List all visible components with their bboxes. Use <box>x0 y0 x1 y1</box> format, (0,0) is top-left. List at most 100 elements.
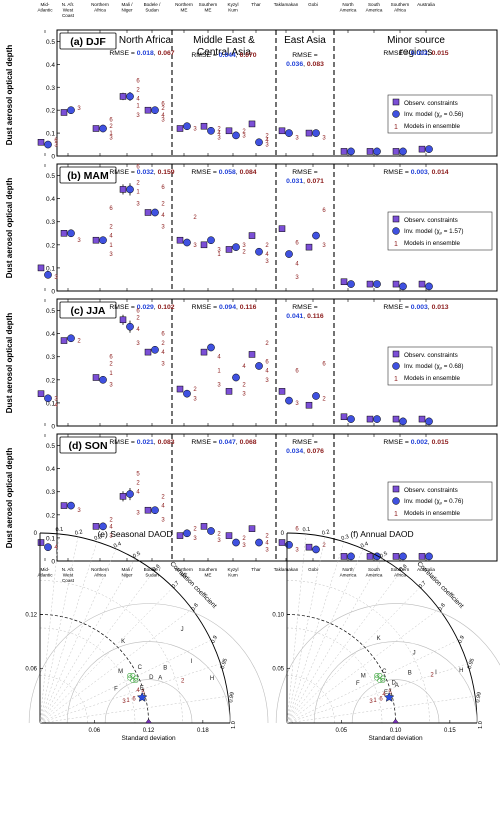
taylor-std-arc <box>286 627 383 724</box>
inv-point <box>44 140 52 149</box>
obs-point <box>200 348 208 356</box>
obs-point <box>60 502 68 509</box>
model-marker: 1 <box>109 371 113 377</box>
region-label-bottom: ME <box>205 573 212 578</box>
taylor-x-tick-label: 0.18 <box>197 728 209 734</box>
region-label-top: Taklamakan <box>274 2 299 7</box>
taylor-rms-arc <box>351 679 440 724</box>
inv-point <box>425 145 433 153</box>
season-panel: 0 0.1 0.2 0.3 0.4 0.5 (b) MAM RMSE = 0.032, 0.1… <box>37 163 498 296</box>
region-label-bottom: Atlantic <box>37 573 53 578</box>
taylor-model-letter: F <box>356 681 360 687</box>
model-marker: 4 <box>265 541 269 547</box>
obs-point <box>278 225 286 232</box>
taylor-ensemble-point <box>380 675 386 681</box>
taylor-model-letter: H <box>210 676 214 682</box>
model-marker: 2 <box>193 215 197 221</box>
obs-point <box>248 351 256 358</box>
region-label-bottom: Taklamakan <box>274 567 299 572</box>
taylor-model-number: 4 <box>136 688 140 694</box>
rmse-values: 0.034, 0.076 <box>286 448 324 455</box>
legend-model-marker: 1 <box>394 376 398 383</box>
obs-point <box>366 553 374 560</box>
taylor-y-tick-label: 0.12 <box>25 612 37 618</box>
taylor-corr-tick: 0.3 <box>94 534 103 542</box>
model-marker: 3 <box>54 275 58 281</box>
taylor-corr-tick: 0.6 <box>399 564 409 573</box>
region-label-top: Southern <box>391 2 410 7</box>
taylor-ref-marker <box>145 718 152 724</box>
model-marker: 3 <box>242 392 246 398</box>
legend-model-marker: 1 <box>394 511 398 518</box>
obs-point <box>392 280 400 288</box>
model-marker: 3 <box>54 396 58 402</box>
season-panel: 0 0.1 0.2 0.3 0.4 0.5 (a) DJF North Africa Middl… <box>37 29 498 161</box>
inv-point <box>399 282 407 291</box>
taylor-model-letter: D <box>149 675 154 681</box>
taylor-corr-tick: 0.5 <box>132 551 142 560</box>
rmse-values: RMSE = 0.058, 0.084 <box>191 169 256 176</box>
rmse-values: RMSE = 0.094, 0.116 <box>192 304 257 311</box>
inv-point <box>285 129 293 137</box>
taylor-rms-arc <box>275 603 500 724</box>
y-tick-label: 0.5 <box>46 39 55 46</box>
taylor-outer-arc <box>39 532 231 724</box>
region-label-top: Atlantic <box>37 8 53 13</box>
region-label-bottom: America <box>366 573 383 578</box>
taylor-ensemble-point <box>374 673 380 679</box>
obs-point <box>119 186 127 193</box>
legend-box <box>387 481 493 521</box>
rmse-values: 0.041, 0.116 <box>286 313 324 320</box>
taylor-rms-arc <box>28 603 269 724</box>
inv-point <box>151 208 159 217</box>
model-marker: 3 <box>77 106 81 112</box>
rmse-values: RMSE = 0.002, 0.015 <box>383 439 448 446</box>
y-tick-label: 0.2 <box>46 242 55 249</box>
model-marker: 2 <box>109 124 113 130</box>
region-label-top: Africa <box>394 8 406 13</box>
taylor-corr-tick: 0.8 <box>438 603 447 613</box>
inv-point <box>183 238 191 247</box>
region-label-top: ME <box>181 8 188 13</box>
inv-point <box>44 543 52 551</box>
region-label-top: Northern <box>175 2 193 7</box>
obs-point <box>225 532 233 539</box>
rmse-values: RMSE = 0.032, 0.159 <box>109 169 174 176</box>
region-label-top: Coast <box>62 13 75 18</box>
taylor-ensemble-point <box>127 673 133 679</box>
taylor-corr-tick: 0.9 <box>457 635 466 645</box>
obs-point <box>278 539 286 546</box>
model-marker: 3 <box>161 224 165 230</box>
model-marker: 2 <box>217 531 221 537</box>
taylor-corr-tick: 1.0 <box>231 721 237 729</box>
model-marker: 2 <box>265 341 269 347</box>
taylor-x-tick-label: 0.12 <box>143 728 155 734</box>
inv-point <box>207 527 215 535</box>
model-marker: 1 <box>136 104 140 110</box>
model-marker: 3 <box>265 143 269 149</box>
y-tick-label: 0.4 <box>46 62 55 69</box>
taylor-std-arc <box>286 580 430 724</box>
rmse-values: RMSE = 0.018, 0.067 <box>109 50 174 57</box>
obs-point <box>340 553 348 560</box>
model-marker: 4 <box>109 524 113 530</box>
season-label: (a) DJF <box>70 36 106 48</box>
taylor-std-arc <box>286 675 335 724</box>
model-marker: 2 <box>109 224 113 230</box>
model-marker: 2 <box>161 494 165 500</box>
inv-point <box>399 552 407 561</box>
taylor-corr-ray <box>286 608 440 724</box>
taylor-corr-tick: 0.99 <box>475 692 482 703</box>
taylor-y-tick-label: 0.05 <box>272 667 284 673</box>
region-label-bottom: Coast <box>62 578 75 583</box>
model-marker: 3 <box>295 136 299 142</box>
inv-point <box>312 392 320 400</box>
inv-point <box>207 236 215 245</box>
inv-point <box>67 229 75 238</box>
legend-obs-marker <box>392 98 400 106</box>
model-marker: 6 <box>295 241 299 247</box>
model-marker: 2 <box>242 129 246 135</box>
legend-inv-label: Inv. model (χν = 1.57) <box>404 228 464 236</box>
model-marker: 3 <box>136 511 140 517</box>
taylor-y-tick-label: 0.06 <box>25 667 37 673</box>
